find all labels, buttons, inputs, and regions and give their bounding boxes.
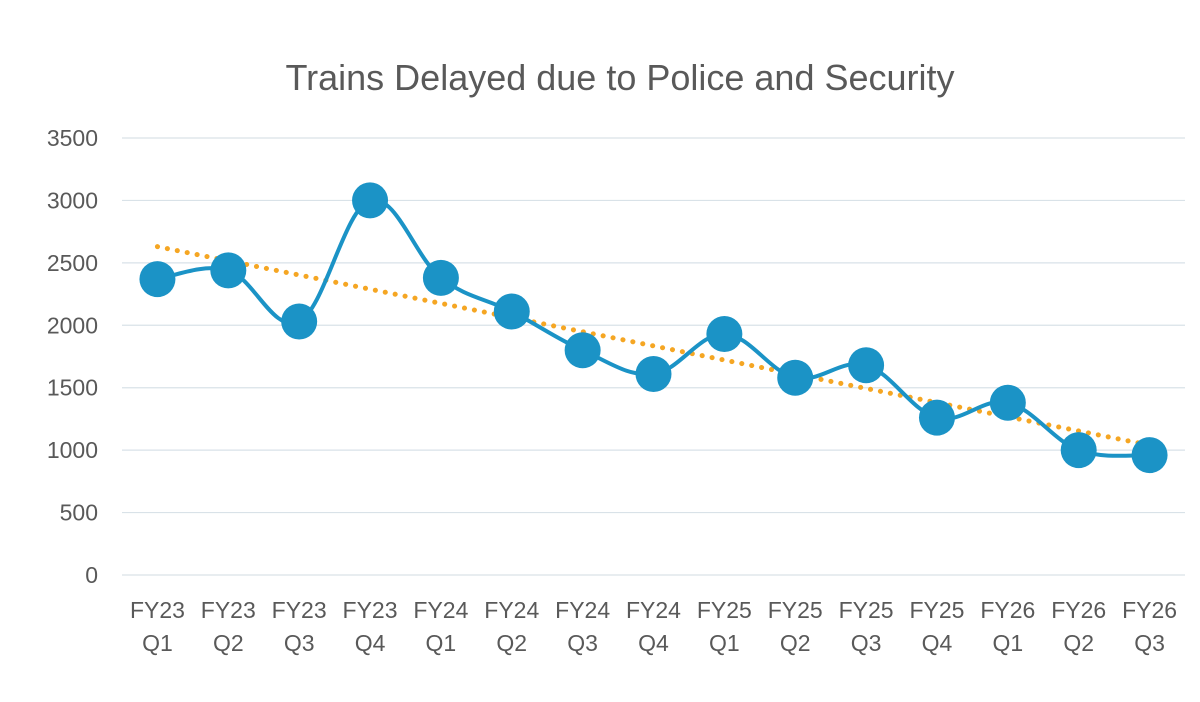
data-point: [848, 347, 885, 384]
y-axis-tick-labels: 0 500 1000 1500 2000 2500 3000 3500: [47, 125, 98, 588]
x-tick-label-line: Q4: [922, 630, 953, 656]
x-tick-label-line: Q4: [638, 630, 669, 656]
data-point: [918, 399, 955, 436]
series: [139, 182, 1168, 474]
x-tick-label-line: FY26: [1051, 597, 1106, 623]
x-tick-label: FY25 Q1: [697, 597, 752, 656]
x-axis-tick-labels: FY23Q1FY23Q2FY23Q3FY23Q4FY24Q1FY24Q2FY24…: [130, 597, 1177, 656]
x-tick-label: FY23 Q4: [343, 597, 398, 656]
x-tick-label-line: FY25: [839, 597, 894, 623]
data-point: [352, 182, 389, 219]
x-tick-label-line: Q1: [142, 630, 173, 656]
x-tick-label: FY24 Q2: [484, 597, 539, 656]
y-tick-label: 3000: [47, 187, 98, 213]
data-point: [422, 259, 459, 296]
data-point: [210, 252, 247, 289]
x-tick-label: FY26 Q1: [980, 597, 1035, 656]
x-tick-label: FY26 Q3: [1122, 597, 1177, 656]
data-point: [989, 384, 1026, 421]
x-tick-label: FY26 Q2: [1051, 597, 1106, 656]
data-point: [493, 293, 530, 330]
x-tick-label-line: FY24: [555, 597, 610, 623]
x-tick-label-line: FY24: [413, 597, 468, 623]
x-tick-label-line: FY25: [768, 597, 823, 623]
y-tick-label: 3500: [47, 125, 98, 151]
x-tick-label-line: Q2: [496, 630, 527, 656]
x-tick-label: FY23 Q1: [130, 597, 185, 656]
x-tick-label-line: Q2: [213, 630, 244, 656]
x-tick-label: FY23 Q2: [201, 597, 256, 656]
x-tick-label-line: Q3: [851, 630, 882, 656]
x-tick-label-line: Q3: [1134, 630, 1165, 656]
chart-title: Trains Delayed due to Police and Securit…: [285, 57, 954, 98]
x-tick-label-line: Q1: [426, 630, 457, 656]
data-point: [1131, 437, 1168, 474]
x-tick-label-line: FY23: [272, 597, 327, 623]
data-point: [706, 316, 743, 353]
x-tick-label-line: FY23: [130, 597, 185, 623]
x-tick-label-line: FY25: [697, 597, 752, 623]
x-tick-label: FY25 Q3: [839, 597, 894, 656]
x-tick-label: FY23 Q3: [272, 597, 327, 656]
x-tick-label: FY25 Q4: [909, 597, 964, 656]
x-tick-label-line: FY25: [909, 597, 964, 623]
x-tick-label: FY24 Q3: [555, 597, 610, 656]
x-tick-label-line: Q3: [567, 630, 598, 656]
data-point: [635, 355, 672, 392]
x-tick-label-line: Q3: [284, 630, 315, 656]
trendline-line: [154, 244, 1153, 448]
data-point: [139, 261, 176, 298]
x-tick-label-line: FY26: [980, 597, 1035, 623]
x-tick-label-line: Q4: [355, 630, 386, 656]
x-tick-label: FY25 Q2: [768, 597, 823, 656]
y-tick-label: 2500: [47, 250, 98, 276]
x-tick-label: FY24 Q1: [413, 597, 468, 656]
x-tick-label: FY24 Q4: [626, 597, 681, 656]
y-tick-label: 1000: [47, 437, 98, 463]
x-tick-label-line: Q2: [780, 630, 811, 656]
y-tick-label: 500: [60, 500, 98, 526]
data-point: [564, 332, 601, 369]
x-tick-label-line: FY24: [484, 597, 539, 623]
x-tick-label-line: FY26: [1122, 597, 1177, 623]
data-point: [1060, 432, 1097, 469]
x-tick-label-line: Q2: [1063, 630, 1094, 656]
x-tick-label-line: Q1: [709, 630, 740, 656]
trendline: [154, 244, 1153, 448]
x-tick-label-line: FY24: [626, 597, 681, 623]
x-tick-label-line: Q1: [992, 630, 1023, 656]
y-tick-label: 2000: [47, 312, 98, 338]
data-point: [281, 303, 318, 340]
y-tick-label: 0: [85, 562, 98, 588]
x-tick-label-line: FY23: [343, 597, 398, 623]
data-point: [777, 359, 814, 396]
y-tick-label: 1500: [47, 375, 98, 401]
x-tick-label-line: FY23: [201, 597, 256, 623]
